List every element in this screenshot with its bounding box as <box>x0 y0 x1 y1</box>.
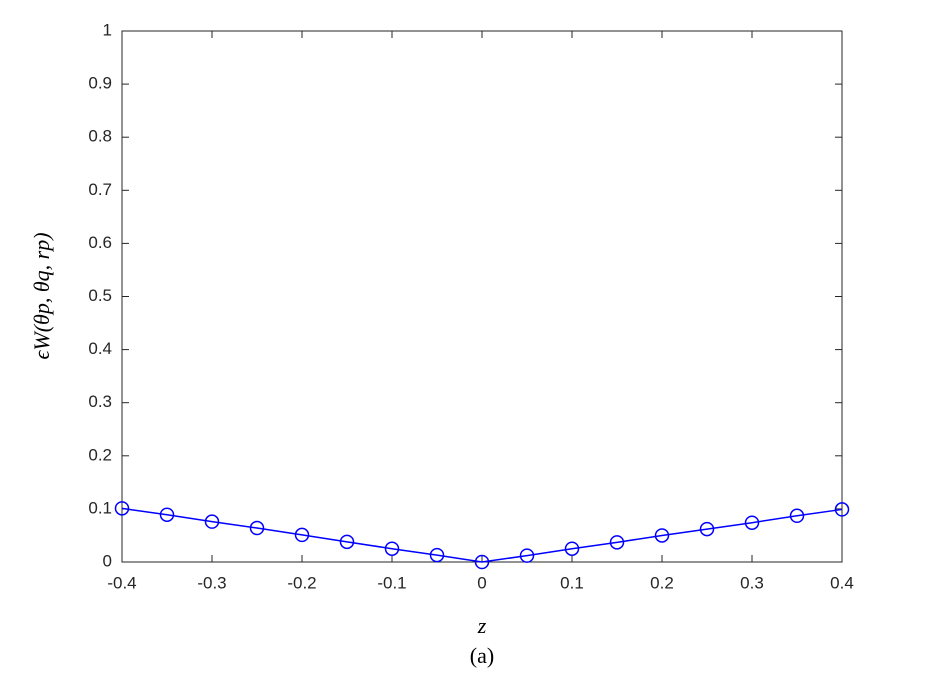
x-tick-label: -0.3 <box>197 573 226 592</box>
plot-area <box>121 30 843 563</box>
x-tick-label: -0.1 <box>377 573 406 592</box>
y-tick-label: 1 <box>103 20 112 39</box>
marker <box>609 535 625 550</box>
x-tick-label: -0.2 <box>287 573 316 592</box>
marker <box>249 520 265 536</box>
x-axis-label: z <box>477 613 487 638</box>
marker <box>339 534 355 550</box>
y-tick-label: 0.7 <box>88 180 112 199</box>
x-tick-label: 0.3 <box>740 573 764 592</box>
marker <box>384 541 400 556</box>
y-tick-label: 0.9 <box>88 74 112 93</box>
marker <box>294 527 310 543</box>
marker <box>564 541 580 556</box>
y-tick-label: 0.8 <box>88 127 112 146</box>
marker <box>744 515 760 530</box>
x-tick-label: 0 <box>477 573 486 592</box>
marker <box>699 521 715 537</box>
marker <box>789 508 805 524</box>
marker <box>429 547 445 563</box>
x-tick-label: 0.1 <box>560 573 584 592</box>
y-tick-label: 0.5 <box>88 286 112 305</box>
y-tick-label: 0.1 <box>88 498 112 517</box>
line <box>121 507 843 563</box>
y-tick-label: 0.6 <box>88 233 112 252</box>
x-tick-label: 0.4 <box>830 573 854 592</box>
marker <box>654 528 670 543</box>
y-tick-label: 0.2 <box>88 445 112 464</box>
y-axis-label: ϵW(θp, θq, rp) <box>29 232 54 359</box>
x-tick-label: 0.2 <box>650 573 674 592</box>
marker <box>204 514 220 529</box>
caption: (a) <box>470 643 494 668</box>
marker <box>834 502 850 517</box>
marker <box>114 501 130 516</box>
y-tick-label: 0.3 <box>88 392 112 411</box>
marker <box>519 548 535 563</box>
y-tick-label: 0.4 <box>88 339 112 358</box>
marker <box>474 554 490 570</box>
marker <box>159 507 175 522</box>
x-tick-label: -0.4 <box>107 573 136 592</box>
y-tick-label: 0 <box>103 551 112 570</box>
